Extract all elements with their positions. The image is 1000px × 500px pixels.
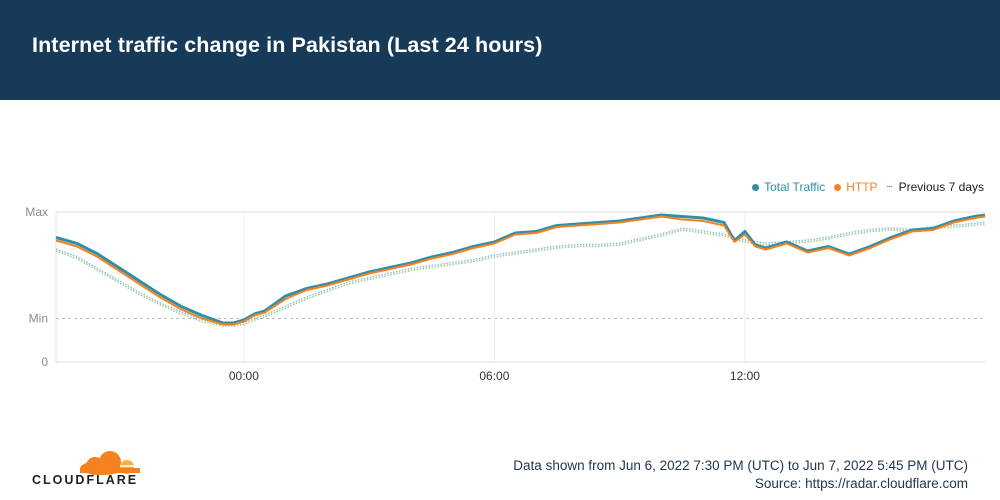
legend-item-previous[interactable]: ┄ Previous 7 days xyxy=(887,180,984,194)
series-total-traffic-line xyxy=(55,213,986,325)
series-previous-7-days-line xyxy=(55,223,986,327)
y-tick-label-1: Min xyxy=(29,312,48,326)
series-http-line xyxy=(55,215,986,326)
x-tick-label-2: 12:00 xyxy=(730,369,760,383)
legend-label-previous: Previous 7 days xyxy=(898,180,984,194)
traffic-chart: Max Min 0 00:00 06:00 12:00 xyxy=(25,205,986,383)
source-text: Source: https://radar.cloudflare.com xyxy=(754,476,968,491)
y-tick-label-0: Max xyxy=(25,205,48,219)
legend-item-http[interactable]: HTTP xyxy=(834,180,878,194)
footer-info: Data shown from Jun 6, 2022 7:30 PM (UTC… xyxy=(513,457,968,493)
x-tick-label-1: 06:00 xyxy=(479,369,509,383)
y-tick-label-2: 0 xyxy=(41,355,48,369)
legend-label-total: Total Traffic xyxy=(764,180,826,194)
cloudflare-cloud-icon xyxy=(32,450,142,481)
cloudflare-logo-text: CLOUDFLARE xyxy=(32,473,139,487)
x-tick-label-0: 00:00 xyxy=(229,369,259,383)
legend-item-total[interactable]: Total Traffic xyxy=(752,180,825,194)
http-dot-icon xyxy=(834,183,842,191)
header-bar: Internet traffic change in Pakistan (Las… xyxy=(0,0,1000,100)
chart-title: Internet traffic change in Pakistan (Las… xyxy=(32,33,543,57)
series-previous-7-days-line-secondary xyxy=(55,221,986,325)
legend: Total Traffic HTTP ┄ Previous 7 days xyxy=(752,180,984,194)
dotted-line-icon: ┄ xyxy=(886,181,893,193)
legend-label-http: HTTP xyxy=(846,180,878,194)
total-traffic-dot-icon xyxy=(752,183,760,191)
data-range-text: Data shown from Jun 6, 2022 7:30 PM (UTC… xyxy=(513,458,968,473)
